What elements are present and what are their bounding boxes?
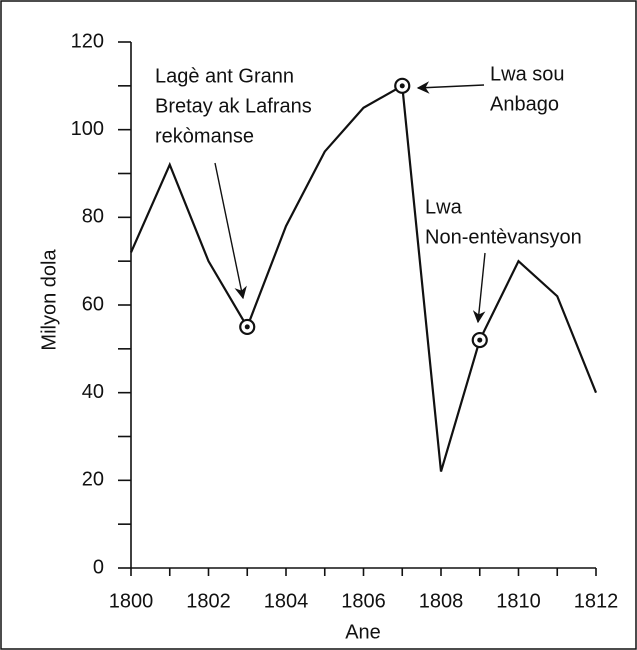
y-axis-label: Milyon dola — [38, 249, 60, 351]
annotation-text: rekòmanse — [155, 125, 254, 147]
data-line — [129, 84, 598, 472]
x-tick-label: 1800 — [109, 590, 154, 612]
y-tick-label: 100 — [71, 118, 104, 140]
annotation-text: Lwa — [425, 196, 463, 218]
annotation-text: Lagè ant Grann — [155, 65, 294, 87]
x-tick-label: 1812 — [574, 590, 619, 612]
y-tick-label: 20 — [82, 469, 104, 491]
point-dot — [477, 337, 483, 343]
y-tick-label: 0 — [93, 556, 104, 578]
point-dot — [244, 324, 250, 330]
x-tick-label: 1804 — [264, 590, 309, 612]
annotation-text: Lwa sou — [490, 63, 565, 85]
annotation-arrow — [472, 252, 486, 324]
x-tick-label: 1806 — [341, 590, 386, 612]
annotation-text: Non-entèvansyon — [425, 226, 582, 248]
annotation-text: Bretay ak Lafrans — [155, 95, 312, 117]
x-tick-label: 1808 — [419, 590, 464, 612]
x-tick-label: 1802 — [186, 590, 231, 612]
x-axis-label: Ane — [345, 621, 381, 643]
y-tick-label: 120 — [71, 30, 104, 52]
y-tick-label: 40 — [82, 381, 104, 403]
y-tick-label: 60 — [82, 293, 104, 315]
annotation-arrow — [416, 81, 485, 94]
x-tick-label: 1810 — [496, 590, 541, 612]
y-tick-label: 80 — [82, 206, 104, 228]
point-dot — [399, 83, 405, 89]
annotation-text: Anbago — [490, 93, 559, 115]
annotation-arrow — [214, 162, 247, 300]
